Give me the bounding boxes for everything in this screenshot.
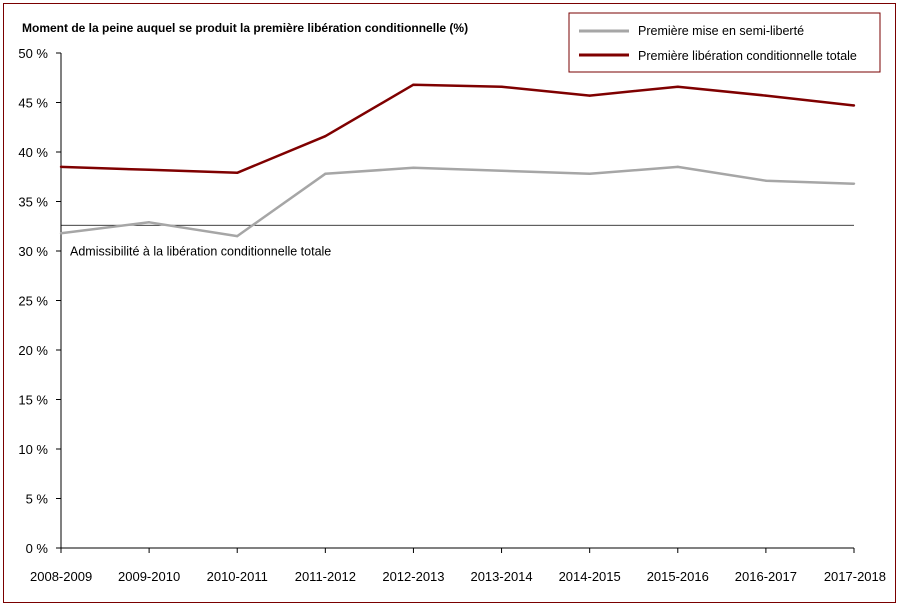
series-point-1 bbox=[588, 94, 591, 97]
series-point-0 bbox=[59, 231, 63, 235]
series-point-0 bbox=[764, 179, 768, 182]
series-line-0 bbox=[60, 165, 855, 238]
legend-box bbox=[568, 12, 881, 73]
series-point-1 bbox=[236, 171, 239, 174]
y-tick-label: 10 % bbox=[18, 442, 48, 457]
x-tick-label: 2015-2016 bbox=[647, 569, 709, 584]
x-tick-label: 2016-2017 bbox=[735, 569, 797, 584]
series-point-0 bbox=[324, 172, 327, 175]
reference-line-group: Admissibilité à la libération conditionn… bbox=[61, 224, 854, 258]
y-tick-label: 25 % bbox=[18, 294, 48, 309]
chart-frame bbox=[3, 3, 896, 603]
series-point-0 bbox=[852, 182, 856, 185]
reference-line-label: Admissibilité à la libération conditionn… bbox=[70, 244, 331, 258]
legend-label-semi-liberte: Première mise en semi-liberté bbox=[638, 24, 804, 38]
y-tick-label: 20 % bbox=[18, 343, 48, 358]
legend-label-liberation-totale: Première libération conditionnelle total… bbox=[638, 49, 857, 63]
y-tick-label: 50 % bbox=[18, 46, 48, 61]
series-point-1 bbox=[676, 85, 679, 88]
x-tick-label: 2012-2013 bbox=[382, 569, 444, 584]
x-tick-label: 2013-2014 bbox=[470, 569, 532, 584]
series-point-1 bbox=[852, 104, 856, 107]
series-point-0 bbox=[236, 234, 239, 238]
series-point-1 bbox=[59, 165, 63, 169]
series-point-0 bbox=[412, 166, 415, 170]
y-tick-label: 35 % bbox=[18, 195, 48, 210]
y-axis-ticks: 0 % 5 % 10 % 15 % 20 % 25 % 30 % 35 % 40 % 45 % 50… bbox=[18, 46, 61, 556]
x-axis-ticks: 2008-2009 2009-2010 2010-2011 2011-2012 2012… bbox=[30, 548, 886, 584]
y-tick-label: 40 % bbox=[18, 145, 48, 160]
series-line-1 bbox=[60, 83, 855, 175]
series-point-1 bbox=[147, 168, 151, 172]
x-tick-label: 2017-2018 bbox=[824, 569, 886, 584]
x-tick-label: 2008-2009 bbox=[30, 569, 92, 584]
y-tick-label: 45 % bbox=[18, 96, 48, 111]
series-point-0 bbox=[147, 221, 151, 224]
x-tick-label: 2014-2015 bbox=[559, 569, 621, 584]
series-point-0 bbox=[676, 165, 679, 169]
x-tick-label: 2011-2012 bbox=[295, 569, 356, 584]
chart-title: Moment de la peine auquel se produit la … bbox=[22, 21, 468, 35]
series-point-0 bbox=[588, 172, 591, 175]
series-point-1 bbox=[764, 94, 768, 97]
series-point-0 bbox=[500, 169, 503, 173]
y-tick-label: 0 % bbox=[26, 541, 49, 556]
y-tick-label: 15 % bbox=[18, 393, 48, 408]
series-point-1 bbox=[500, 85, 503, 88]
legend: Première mise en semi-liberté Première l… bbox=[568, 12, 881, 73]
y-tick-label: 30 % bbox=[18, 244, 48, 259]
y-tick-label: 5 % bbox=[26, 492, 49, 507]
series-point-1 bbox=[412, 83, 415, 86]
axes bbox=[60, 53, 854, 549]
series-lines bbox=[59, 83, 856, 238]
x-tick-label: 2010-2011 bbox=[207, 569, 268, 584]
series-point-1 bbox=[324, 134, 327, 138]
x-tick-label: 2009-2010 bbox=[118, 569, 180, 584]
